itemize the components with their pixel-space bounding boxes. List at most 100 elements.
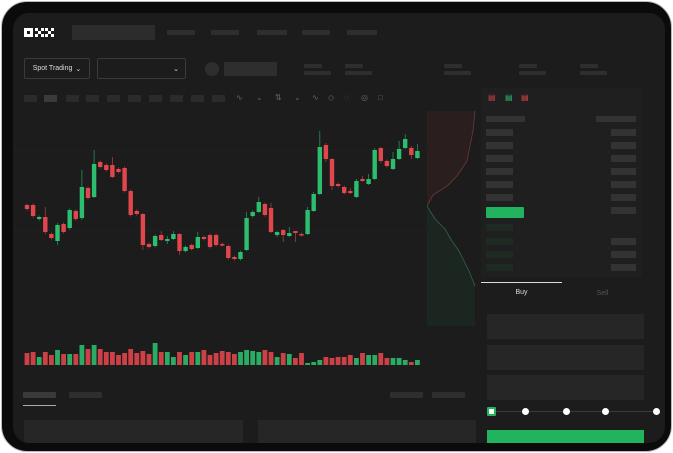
candle[interactable] [372,150,377,179]
candle[interactable] [61,224,66,232]
candle[interactable] [55,225,60,241]
candle[interactable] [250,212,255,216]
candlestick-chart[interactable] [13,13,433,373]
timeframe-button[interactable] [86,95,99,102]
timeframe-button[interactable] [128,95,141,102]
candle[interactable] [378,148,383,161]
candle[interactable] [37,217,42,219]
candle[interactable] [348,191,353,193]
timeframe-button[interactable] [149,95,162,102]
orderbook-asks-icon[interactable]: ▤ [521,93,529,102]
candle[interactable] [73,211,78,219]
candle[interactable] [183,247,188,251]
slider-step-25[interactable] [522,408,529,415]
candle[interactable] [195,237,200,248]
candle[interactable] [98,162,103,167]
candle[interactable] [43,217,48,232]
nav-item[interactable] [347,30,377,35]
bid-price[interactable] [486,264,513,271]
timeframe-button[interactable] [170,95,183,102]
candle[interactable] [396,149,402,159]
candle[interactable] [220,244,225,246]
candle[interactable] [213,235,219,245]
candle[interactable] [159,235,164,240]
bottom-action[interactable] [432,392,465,398]
candle[interactable] [134,211,139,214]
candle[interactable] [49,234,54,238]
candle[interactable] [329,159,335,186]
candle[interactable] [409,148,414,155]
candle[interactable] [293,231,298,233]
slider-track[interactable] [491,411,658,412]
candle[interactable] [274,232,280,235]
candle[interactable] [403,139,408,148]
chevron-down-icon[interactable]: ⌄ [256,93,263,102]
nav-item[interactable] [211,30,239,35]
candle[interactable] [110,165,115,177]
bottom-tab-active[interactable] [23,392,56,398]
tab-sell[interactable]: Sell [596,290,609,297]
candle[interactable] [323,145,329,159]
candle[interactable] [299,234,304,236]
candle[interactable] [335,184,341,186]
ask-price[interactable] [486,155,513,162]
ask-price[interactable] [486,142,513,149]
candle[interactable] [201,237,207,239]
candle[interactable] [268,208,274,232]
bottom-action[interactable] [390,392,423,398]
candle[interactable] [165,239,170,241]
candle[interactable] [122,168,127,191]
ask-price[interactable] [486,181,513,188]
slider-handle[interactable] [487,407,496,416]
candle[interactable] [366,179,371,184]
ruler-icon[interactable]: ◇ [328,93,335,102]
indicator-icon[interactable]: ∿ [236,93,243,102]
candle[interactable] [207,235,213,247]
candle[interactable] [104,165,109,170]
slider-step-75[interactable] [602,408,609,415]
candle[interactable] [67,210,72,228]
candle[interactable] [342,187,347,193]
candle[interactable] [305,210,310,234]
settings-icon[interactable]: ◎ [361,93,368,102]
candle[interactable] [152,236,158,246]
orderbook-both-icon[interactable]: ▤ [488,93,496,102]
candle[interactable] [177,234,182,251]
candle[interactable] [262,204,268,215]
candle[interactable] [140,214,146,245]
candle[interactable] [256,202,261,212]
candle[interactable] [287,233,292,236]
candle[interactable] [360,179,365,181]
timeframe-button[interactable] [212,95,225,102]
candle[interactable] [317,147,322,194]
candle[interactable] [24,205,30,209]
candle[interactable] [79,187,85,218]
candle[interactable] [128,191,133,215]
candle[interactable] [238,252,243,259]
bid-price[interactable] [486,238,513,245]
okx-logo[interactable] [24,27,55,39]
candle[interactable] [415,151,420,158]
timeframe-button-active[interactable] [44,95,57,102]
candle[interactable] [390,159,396,169]
bid-price[interactable] [486,224,513,231]
candle[interactable] [146,244,152,247]
slider-step-50[interactable] [563,408,570,415]
ask-price[interactable] [486,168,513,175]
price-input[interactable] [487,314,644,339]
candle[interactable] [354,181,359,197]
chart-type-icon[interactable]: ⇅ [275,93,282,102]
candle[interactable] [91,164,97,197]
candle[interactable] [281,230,286,235]
timeframe-button[interactable] [24,95,37,102]
camera-icon[interactable]: ◌ [344,93,349,102]
nav-item[interactable] [167,30,195,35]
spot-trading-dropdown[interactable]: Spot Trading ⌄ [24,58,90,79]
amount-input[interactable] [487,345,644,370]
candle[interactable] [171,234,176,239]
bid-price[interactable] [486,251,513,258]
candle[interactable] [244,218,249,250]
candle[interactable] [384,161,390,166]
timeframe-button[interactable] [66,95,79,102]
candle[interactable] [232,257,237,259]
